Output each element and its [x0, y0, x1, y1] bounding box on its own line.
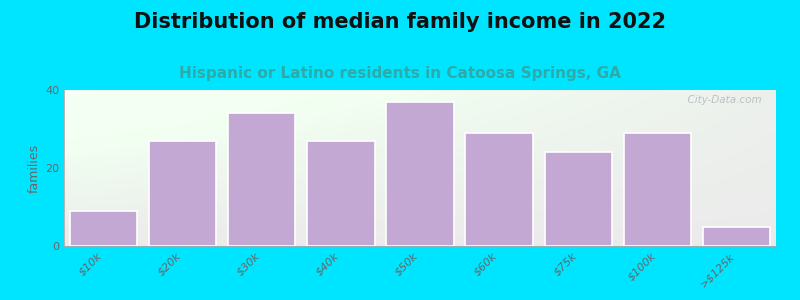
Text: Distribution of median family income in 2022: Distribution of median family income in …: [134, 12, 666, 32]
Bar: [703, 226, 770, 246]
Bar: [545, 152, 612, 246]
Bar: [307, 141, 374, 246]
Bar: [228, 113, 295, 246]
Bar: [149, 141, 216, 246]
Text: City-Data.com: City-Data.com: [681, 95, 762, 105]
Bar: [624, 133, 691, 246]
Bar: [386, 102, 454, 246]
Text: Hispanic or Latino residents in Catoosa Springs, GA: Hispanic or Latino residents in Catoosa …: [179, 66, 621, 81]
Bar: [70, 211, 137, 246]
Y-axis label: families: families: [28, 143, 41, 193]
Bar: [466, 133, 533, 246]
